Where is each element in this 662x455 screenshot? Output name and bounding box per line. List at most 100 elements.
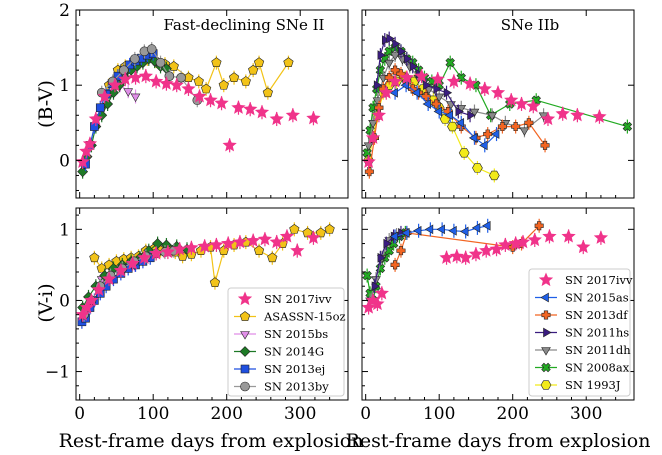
series-sn-2017ivv xyxy=(362,68,607,169)
data-point xyxy=(396,69,406,79)
data-point xyxy=(433,106,442,117)
data-point xyxy=(445,57,455,68)
data-point xyxy=(593,230,609,244)
data-point xyxy=(253,57,265,67)
data-point xyxy=(197,238,212,253)
data-point xyxy=(228,72,240,83)
data-point xyxy=(76,307,90,321)
legend-entry: SN 2011hs xyxy=(535,326,629,340)
legend-frame xyxy=(227,287,345,397)
data-point xyxy=(79,143,94,158)
data-point xyxy=(483,129,493,139)
data-point xyxy=(246,233,261,247)
legend-marker xyxy=(541,347,551,356)
data-point xyxy=(306,230,321,244)
x-tick-label: 0 xyxy=(360,404,371,424)
data-point xyxy=(231,100,246,114)
y-tick-label: 2 xyxy=(59,1,70,21)
legend-label: SN 2015as xyxy=(565,291,629,305)
panel-title: SNe IIb xyxy=(501,16,560,34)
data-point xyxy=(222,137,237,152)
data-point xyxy=(149,246,164,260)
data-point xyxy=(431,99,441,109)
legend-marker xyxy=(240,381,250,392)
data-point xyxy=(370,296,385,311)
data-point xyxy=(519,127,530,136)
data-point xyxy=(570,107,585,122)
data-point xyxy=(504,92,519,107)
data-point xyxy=(306,110,321,125)
legend-label: SN 2013df xyxy=(565,308,628,322)
legend-right: SN 2017ivv SN 2015as SN 2013df SN 2011hs SN … xyxy=(528,268,633,397)
data-point xyxy=(373,80,383,91)
data-point xyxy=(89,252,100,263)
y-tick-label: 1 xyxy=(59,220,70,240)
x-tick-label: 200 xyxy=(210,404,242,424)
data-point xyxy=(240,76,251,86)
legend-label: SN 2008ax xyxy=(565,361,630,375)
data-point xyxy=(468,246,484,261)
data-point xyxy=(365,130,381,144)
data-point xyxy=(534,221,544,231)
data-point xyxy=(371,281,381,292)
data-point xyxy=(130,54,140,64)
data-point xyxy=(622,121,633,132)
data-point xyxy=(377,50,386,60)
data-point xyxy=(542,228,557,243)
data-point xyxy=(209,277,221,288)
data-point xyxy=(128,70,143,84)
data-point xyxy=(371,107,387,122)
series-sn-2017ivv xyxy=(362,228,609,315)
data-point xyxy=(88,111,103,126)
data-point xyxy=(447,121,458,132)
data-point xyxy=(455,117,465,128)
legend-marker xyxy=(543,327,552,338)
x-tick-label: 100 xyxy=(137,404,169,424)
data-point xyxy=(401,228,410,238)
data-point xyxy=(130,93,141,103)
data-point xyxy=(479,243,494,257)
data-point xyxy=(458,250,473,264)
legend-label: SN 2017ivv xyxy=(565,273,633,287)
data-point xyxy=(384,59,395,69)
plot-area xyxy=(362,218,609,315)
data-point xyxy=(91,282,106,296)
legend-entry: SN 2013df xyxy=(535,308,628,322)
data-point xyxy=(79,300,95,314)
data-point xyxy=(540,111,556,126)
data-point xyxy=(468,132,478,143)
data-point xyxy=(489,241,504,256)
data-point xyxy=(488,170,500,181)
data-point xyxy=(283,57,294,67)
data-point xyxy=(414,68,429,83)
data-point xyxy=(155,57,166,68)
data-point xyxy=(527,232,542,247)
data-point xyxy=(430,71,445,86)
data-point xyxy=(399,70,414,84)
legend-entry: SN 2008ax xyxy=(535,361,630,375)
data-point xyxy=(248,64,259,75)
xlabel-left: Rest-frame days from explosion xyxy=(59,430,364,452)
series-sn-2017ivv xyxy=(76,68,321,169)
data-point xyxy=(290,243,305,257)
data-point xyxy=(458,148,470,158)
data-point xyxy=(362,154,376,168)
data-point xyxy=(285,107,300,122)
panel-top-left: 0 1 2 Fast-declining SNe II xyxy=(59,1,349,199)
legend-marker xyxy=(240,331,250,340)
data-point xyxy=(443,87,453,98)
data-point xyxy=(515,234,531,249)
data-point xyxy=(490,85,506,99)
data-point xyxy=(389,87,398,98)
series-sn-2017ivv xyxy=(76,228,321,322)
data-point xyxy=(411,87,420,98)
plot-area xyxy=(362,31,633,183)
data-point xyxy=(592,109,607,123)
data-point xyxy=(514,96,529,111)
data-point xyxy=(386,33,395,44)
data-point xyxy=(363,142,374,151)
data-point xyxy=(540,140,550,150)
data-point xyxy=(526,98,541,113)
data-point xyxy=(374,285,389,300)
